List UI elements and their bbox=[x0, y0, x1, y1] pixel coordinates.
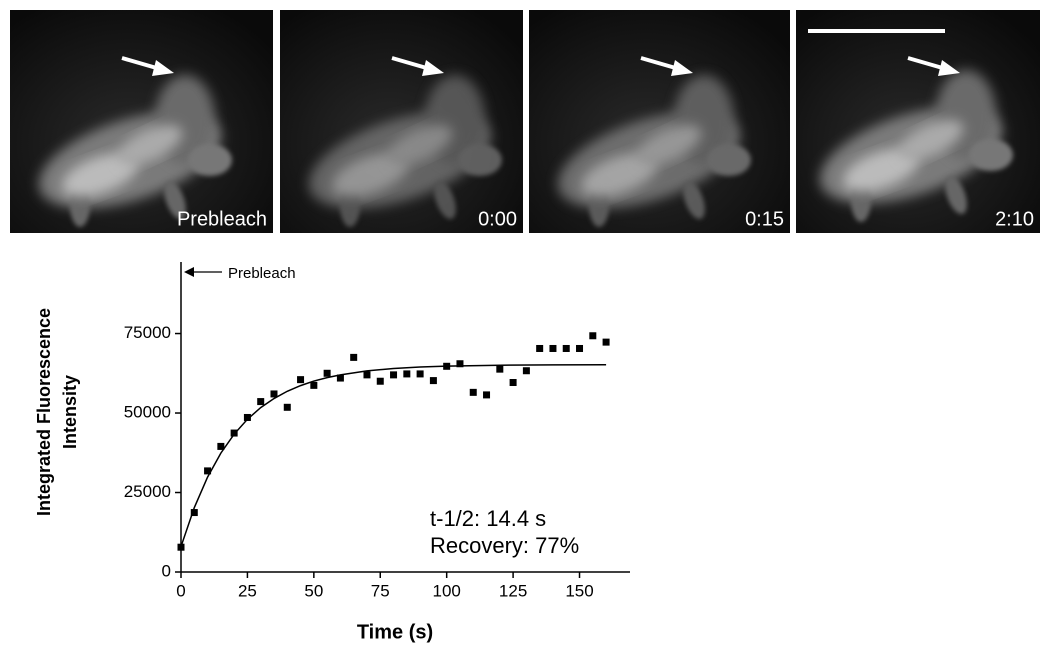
y-tick-label: 75000 bbox=[124, 323, 171, 342]
data-point bbox=[190, 509, 198, 517]
data-point bbox=[204, 467, 212, 475]
panel-label: 2:10 bbox=[995, 208, 1034, 230]
data-point bbox=[283, 403, 291, 411]
data-point bbox=[376, 377, 384, 385]
arrow-head bbox=[422, 60, 444, 76]
data-point bbox=[310, 381, 318, 389]
data-point bbox=[350, 353, 358, 361]
annotation: Recovery: 77% bbox=[430, 533, 579, 558]
image-panel: Prebleach bbox=[10, 10, 273, 233]
data-point bbox=[602, 338, 610, 346]
data-point bbox=[270, 390, 278, 398]
x-tick-label: 50 bbox=[304, 581, 323, 600]
data-point bbox=[589, 332, 597, 340]
data-point bbox=[416, 370, 424, 378]
y-axis-label: Integrated Fluorescence bbox=[34, 308, 54, 516]
data-point bbox=[243, 413, 251, 421]
y-tick-label: 0 bbox=[162, 561, 171, 580]
data-point bbox=[257, 398, 265, 406]
data-point bbox=[483, 391, 491, 399]
arrow-head bbox=[671, 60, 693, 76]
data-point bbox=[562, 344, 570, 352]
arrow-head bbox=[938, 60, 960, 76]
data-point bbox=[297, 376, 305, 384]
data-point bbox=[363, 371, 371, 379]
data-point bbox=[456, 360, 464, 368]
arrow-head bbox=[152, 60, 174, 76]
x-tick-label: 75 bbox=[371, 581, 390, 600]
annotation-arrow-head bbox=[184, 267, 194, 277]
panel-label: Prebleach bbox=[177, 208, 267, 230]
data-point bbox=[336, 374, 344, 382]
data-point bbox=[496, 365, 504, 373]
data-point bbox=[536, 344, 544, 352]
data-point bbox=[323, 369, 331, 377]
fit-line bbox=[180, 364, 607, 547]
x-tick-label: 100 bbox=[432, 581, 460, 600]
data-point bbox=[390, 371, 398, 379]
data-point bbox=[549, 344, 557, 352]
panel-label: 0:00 bbox=[478, 208, 517, 230]
data-point bbox=[469, 388, 477, 396]
arrow bbox=[907, 56, 947, 71]
x-tick-label: 0 bbox=[176, 581, 185, 600]
data-point bbox=[522, 367, 530, 375]
x-tick-label: 125 bbox=[499, 581, 527, 600]
data-point bbox=[576, 344, 584, 352]
arrow bbox=[640, 56, 680, 71]
panel-label: 0:15 bbox=[745, 208, 784, 230]
arrow bbox=[121, 56, 161, 71]
annotation: t-1/2: 14.4 s bbox=[430, 506, 546, 531]
image-panel: 0:00 bbox=[280, 10, 523, 233]
data-point bbox=[177, 543, 185, 551]
data-point bbox=[429, 377, 437, 385]
data-point bbox=[217, 442, 225, 450]
data-point bbox=[509, 379, 517, 387]
data-point bbox=[403, 370, 411, 378]
image-panel: 2:10 bbox=[796, 10, 1040, 233]
y-axis-label: Intensity bbox=[60, 375, 80, 449]
x-axis-label: Time (s) bbox=[357, 621, 433, 643]
x-tick-label: 150 bbox=[565, 581, 593, 600]
y-tick-label: 50000 bbox=[124, 403, 171, 422]
image-panel: 0:15 bbox=[529, 10, 790, 233]
annotation: Prebleach bbox=[228, 265, 296, 282]
arrow bbox=[391, 56, 431, 71]
x-tick-label: 25 bbox=[238, 581, 257, 600]
y-tick-label: 25000 bbox=[124, 482, 171, 501]
